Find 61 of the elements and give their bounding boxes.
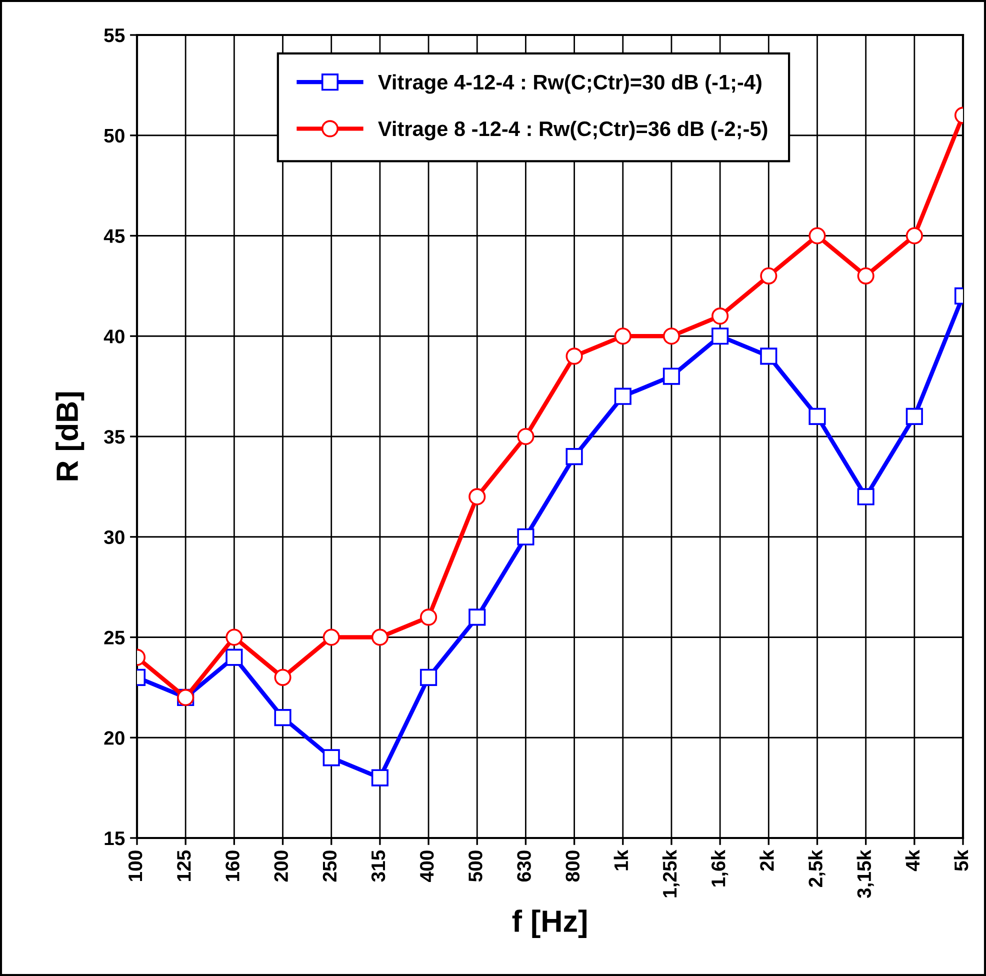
point (468, 488, 486, 506)
point (760, 267, 778, 284)
y-tick-label: 15 (104, 832, 125, 846)
point (906, 408, 923, 425)
x-tick-label: 5k (954, 850, 968, 871)
y-tick-label: 25 (104, 630, 125, 644)
point (420, 668, 438, 686)
x-tick-label: 3,15k (856, 850, 874, 898)
x-tick-label: 2,5k (808, 850, 826, 887)
x-tick-label: 200 (274, 850, 288, 882)
y-tick-label: 50 (104, 128, 124, 143)
y-tick-label: 35 (104, 430, 125, 444)
point (420, 608, 438, 626)
point (322, 628, 340, 646)
point (566, 348, 583, 365)
x-tick-label: 630 (517, 850, 531, 882)
point (371, 769, 388, 786)
x-tick-label: 2k (760, 850, 774, 871)
x-axis-title: f [Hz] (512, 910, 586, 938)
x-tick-label: 4k (905, 850, 920, 872)
x-tick-label: 500 (468, 850, 482, 882)
point (226, 628, 243, 646)
point (614, 328, 632, 345)
y-tick-label: 30 (104, 530, 124, 544)
point (614, 388, 632, 405)
x-tick-label: 1,25k (662, 850, 680, 898)
legend-label: Vitrage 8 -12-4 : Rw(C;Ctr)=36 dB (-2;-5) (378, 120, 768, 140)
x-tick-label: 315 (371, 850, 386, 882)
point (662, 368, 680, 385)
point (468, 608, 486, 626)
point (517, 428, 534, 446)
y-tick-label: 20 (104, 731, 124, 745)
point (517, 528, 534, 546)
point (566, 448, 583, 466)
y-tick-label: 55 (104, 28, 125, 42)
x-tick-label: 250 (322, 850, 337, 882)
point (712, 308, 729, 325)
x-tick-label: 1k (614, 850, 628, 870)
x-tick-label: 100 (128, 850, 142, 882)
x-tick-label: 1,6k (710, 850, 728, 886)
point (857, 488, 874, 506)
point (322, 749, 340, 766)
y-axis-title: R [dB] (56, 392, 84, 480)
x-tick-label: 800 (566, 850, 580, 882)
point (857, 267, 874, 284)
point (371, 628, 388, 646)
point (712, 328, 729, 345)
point (662, 328, 680, 345)
point (760, 348, 778, 365)
point (274, 709, 292, 726)
x-tick-label: 160 (226, 850, 240, 882)
point (808, 227, 826, 244)
y-tick-label: 40 (104, 330, 124, 344)
point (906, 227, 923, 244)
point (808, 408, 826, 425)
x-tick-label: 400 (420, 850, 434, 882)
point (226, 648, 243, 666)
x-tick-label: 125 (177, 850, 191, 882)
y-tick-label: 45 (104, 229, 125, 243)
point (274, 668, 292, 686)
legend-label: Vitrage 4-12-4 : Rw(C;Ctr)=30 dB (-1;-4) (378, 74, 762, 94)
